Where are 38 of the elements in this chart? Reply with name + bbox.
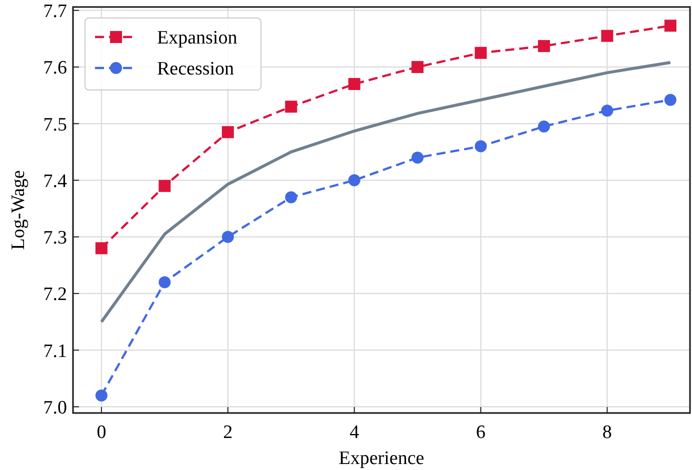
point bbox=[538, 40, 550, 52]
point bbox=[348, 78, 360, 90]
y-axis-title: Log-Wage bbox=[8, 170, 29, 250]
y-tick-label: 7.2 bbox=[43, 284, 67, 306]
point bbox=[158, 276, 171, 288]
point bbox=[601, 104, 614, 117]
line-series bbox=[100, 60, 672, 324]
y-tick-label: 7.1 bbox=[43, 340, 67, 362]
point bbox=[474, 140, 487, 152]
y-tick-label: 7.3 bbox=[43, 228, 67, 249]
x-tick-label: 2 bbox=[223, 422, 233, 443]
point bbox=[601, 30, 614, 42]
point bbox=[95, 389, 108, 402]
x-tick-label: 0 bbox=[96, 422, 106, 443]
point bbox=[664, 20, 676, 32]
point bbox=[285, 191, 298, 204]
x-tick-label: 6 bbox=[476, 422, 486, 443]
y-tick-label: 7.0 bbox=[43, 397, 67, 418]
x-axis-title: Experience bbox=[338, 448, 424, 469]
point bbox=[285, 100, 298, 113]
y-tick-label: 7.4 bbox=[43, 170, 68, 192]
x-tick-label: 8 bbox=[602, 422, 612, 443]
y-tick-label: 7.5 bbox=[43, 114, 67, 136]
legend-label: Expansion bbox=[157, 28, 238, 49]
point bbox=[348, 174, 360, 186]
point bbox=[474, 46, 487, 59]
y-tick-label: 7.6 bbox=[43, 58, 67, 79]
point bbox=[95, 242, 108, 254]
point bbox=[222, 230, 234, 243]
x-tick-label: 4 bbox=[350, 422, 360, 443]
point bbox=[412, 152, 424, 164]
point bbox=[158, 180, 171, 192]
legend-label: Recession bbox=[157, 58, 235, 80]
point bbox=[664, 94, 676, 106]
y-tick-label: 7.7 bbox=[43, 1, 67, 22]
point bbox=[222, 126, 234, 138]
point bbox=[538, 120, 550, 132]
point bbox=[412, 61, 424, 74]
